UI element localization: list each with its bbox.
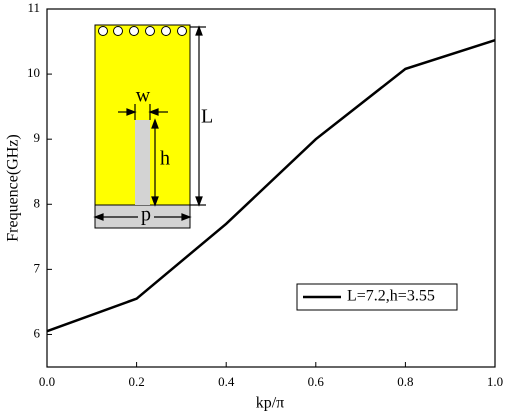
y-tick-label: 7 <box>34 260 41 275</box>
inset-label: L <box>201 106 213 128</box>
y-tick-label: 10 <box>27 65 40 80</box>
inset-label: p <box>141 204 151 226</box>
plot-frame <box>46 8 496 368</box>
slot <box>135 120 150 205</box>
y-tick-label: 6 <box>34 325 41 340</box>
x-tick-label: 0.6 <box>308 374 325 389</box>
x-axis-label: kp/π <box>256 395 285 412</box>
inset-label: w <box>136 85 151 107</box>
label-bg <box>138 208 154 226</box>
x-tick-label: 1.0 <box>487 374 503 389</box>
y-tick-label: 9 <box>34 130 41 145</box>
y-tick-label: 11 <box>27 0 40 15</box>
x-tick-label: 0.8 <box>397 374 413 389</box>
x-tick-label: 0.0 <box>39 374 55 389</box>
vias <box>98 26 187 36</box>
inset-label: h <box>160 148 170 170</box>
y-tick-label: 8 <box>34 195 41 210</box>
inset-diagram: w L h p <box>93 24 213 229</box>
x-tick-label: 0.2 <box>128 374 144 389</box>
y-axis-label: Frequence(GHz) <box>5 134 22 242</box>
line <box>46 39 496 333</box>
x-tick-label: 0.4 <box>218 374 235 389</box>
legend-label: L=7.2,h=3.55 <box>347 288 435 305</box>
